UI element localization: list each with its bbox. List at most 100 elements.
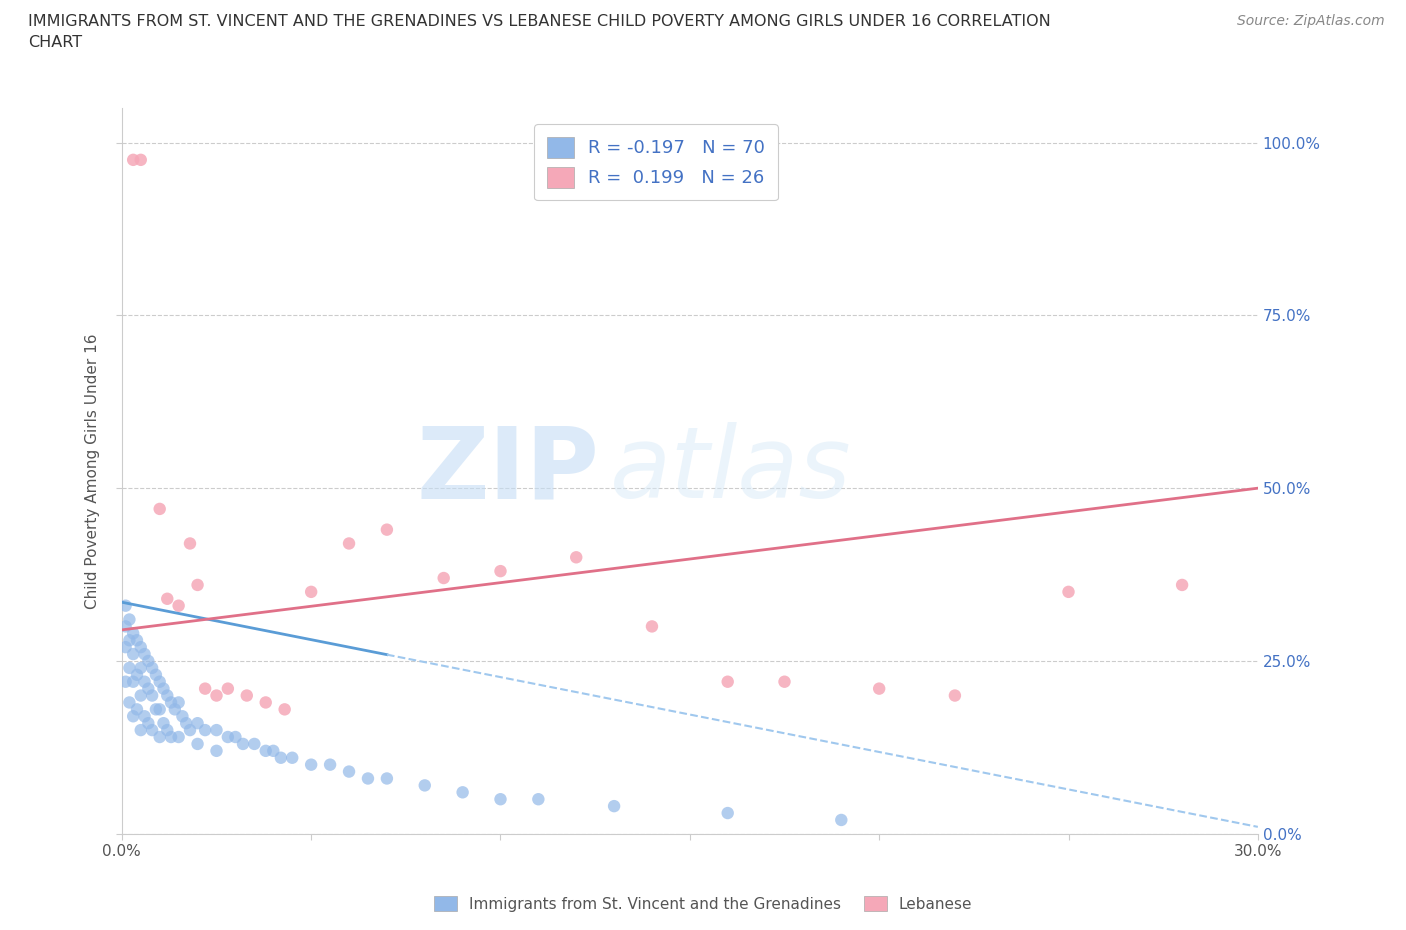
Point bbox=[149, 702, 172, 717]
Point bbox=[118, 695, 141, 710]
Point bbox=[122, 709, 145, 724]
Point bbox=[138, 716, 160, 731]
Point bbox=[141, 723, 163, 737]
Point bbox=[337, 536, 360, 551]
Point bbox=[129, 640, 152, 655]
Point bbox=[254, 695, 277, 710]
Point bbox=[152, 716, 174, 731]
Point bbox=[118, 632, 141, 647]
Point bbox=[156, 591, 179, 606]
Point bbox=[141, 660, 163, 675]
Point bbox=[122, 674, 145, 689]
Point bbox=[337, 764, 360, 779]
Point bbox=[187, 737, 209, 751]
Point bbox=[179, 723, 201, 737]
Point bbox=[138, 654, 160, 669]
Point bbox=[187, 716, 209, 731]
Point bbox=[299, 584, 322, 599]
Point bbox=[138, 681, 160, 696]
Point bbox=[122, 626, 145, 641]
Point bbox=[773, 674, 796, 689]
Point bbox=[114, 619, 136, 634]
Point bbox=[451, 785, 474, 800]
Legend: R = -0.197   N = 70, R =  0.199   N = 26: R = -0.197 N = 70, R = 0.199 N = 26 bbox=[534, 125, 778, 200]
Point bbox=[134, 646, 156, 661]
Point bbox=[236, 688, 259, 703]
Point bbox=[262, 743, 284, 758]
Point bbox=[122, 153, 145, 167]
Point bbox=[565, 550, 588, 565]
Point bbox=[125, 668, 148, 683]
Point bbox=[205, 688, 228, 703]
Point bbox=[114, 640, 136, 655]
Point bbox=[145, 702, 167, 717]
Point bbox=[167, 729, 190, 744]
Point bbox=[433, 571, 456, 586]
Point bbox=[299, 757, 322, 772]
Point bbox=[156, 688, 179, 703]
Point bbox=[129, 688, 152, 703]
Point bbox=[273, 702, 295, 717]
Point bbox=[163, 702, 186, 717]
Point bbox=[122, 646, 145, 661]
Y-axis label: Child Poverty Among Girls Under 16: Child Poverty Among Girls Under 16 bbox=[86, 333, 100, 608]
Point bbox=[141, 688, 163, 703]
Point bbox=[489, 564, 512, 578]
Point bbox=[281, 751, 304, 765]
Point bbox=[172, 709, 194, 724]
Point bbox=[149, 674, 172, 689]
Point bbox=[118, 612, 141, 627]
Point bbox=[179, 536, 201, 551]
Point bbox=[413, 778, 436, 793]
Point bbox=[603, 799, 626, 814]
Point bbox=[125, 632, 148, 647]
Point bbox=[167, 598, 190, 613]
Point bbox=[224, 729, 246, 744]
Point bbox=[134, 674, 156, 689]
Point bbox=[167, 695, 190, 710]
Point bbox=[174, 716, 197, 731]
Point bbox=[243, 737, 266, 751]
Point bbox=[160, 729, 183, 744]
Point bbox=[319, 757, 342, 772]
Point bbox=[194, 681, 217, 696]
Point bbox=[1171, 578, 1194, 592]
Point bbox=[375, 771, 398, 786]
Point bbox=[152, 681, 174, 696]
Point bbox=[1057, 584, 1080, 599]
Point bbox=[149, 501, 172, 516]
Point bbox=[641, 619, 664, 634]
Point bbox=[156, 723, 179, 737]
Point bbox=[114, 598, 136, 613]
Text: atlas: atlas bbox=[610, 422, 852, 519]
Point bbox=[118, 660, 141, 675]
Point bbox=[129, 723, 152, 737]
Point bbox=[205, 743, 228, 758]
Point bbox=[145, 668, 167, 683]
Point bbox=[194, 723, 217, 737]
Point bbox=[357, 771, 380, 786]
Text: ZIP: ZIP bbox=[416, 422, 599, 519]
Point bbox=[830, 813, 852, 828]
Point bbox=[375, 523, 398, 538]
Point bbox=[527, 791, 550, 806]
Point bbox=[717, 674, 740, 689]
Point bbox=[717, 805, 740, 820]
Point bbox=[134, 709, 156, 724]
Text: Source: ZipAtlas.com: Source: ZipAtlas.com bbox=[1237, 14, 1385, 28]
Legend: Immigrants from St. Vincent and the Grenadines, Lebanese: Immigrants from St. Vincent and the Gren… bbox=[427, 889, 979, 918]
Point bbox=[114, 674, 136, 689]
Point bbox=[125, 702, 148, 717]
Point bbox=[217, 729, 239, 744]
Text: CHART: CHART bbox=[28, 35, 82, 50]
Point bbox=[205, 723, 228, 737]
Point bbox=[160, 695, 183, 710]
Point bbox=[129, 153, 152, 167]
Point bbox=[270, 751, 292, 765]
Point bbox=[129, 660, 152, 675]
Point bbox=[254, 743, 277, 758]
Point bbox=[217, 681, 239, 696]
Point bbox=[149, 729, 172, 744]
Point bbox=[943, 688, 966, 703]
Point bbox=[187, 578, 209, 592]
